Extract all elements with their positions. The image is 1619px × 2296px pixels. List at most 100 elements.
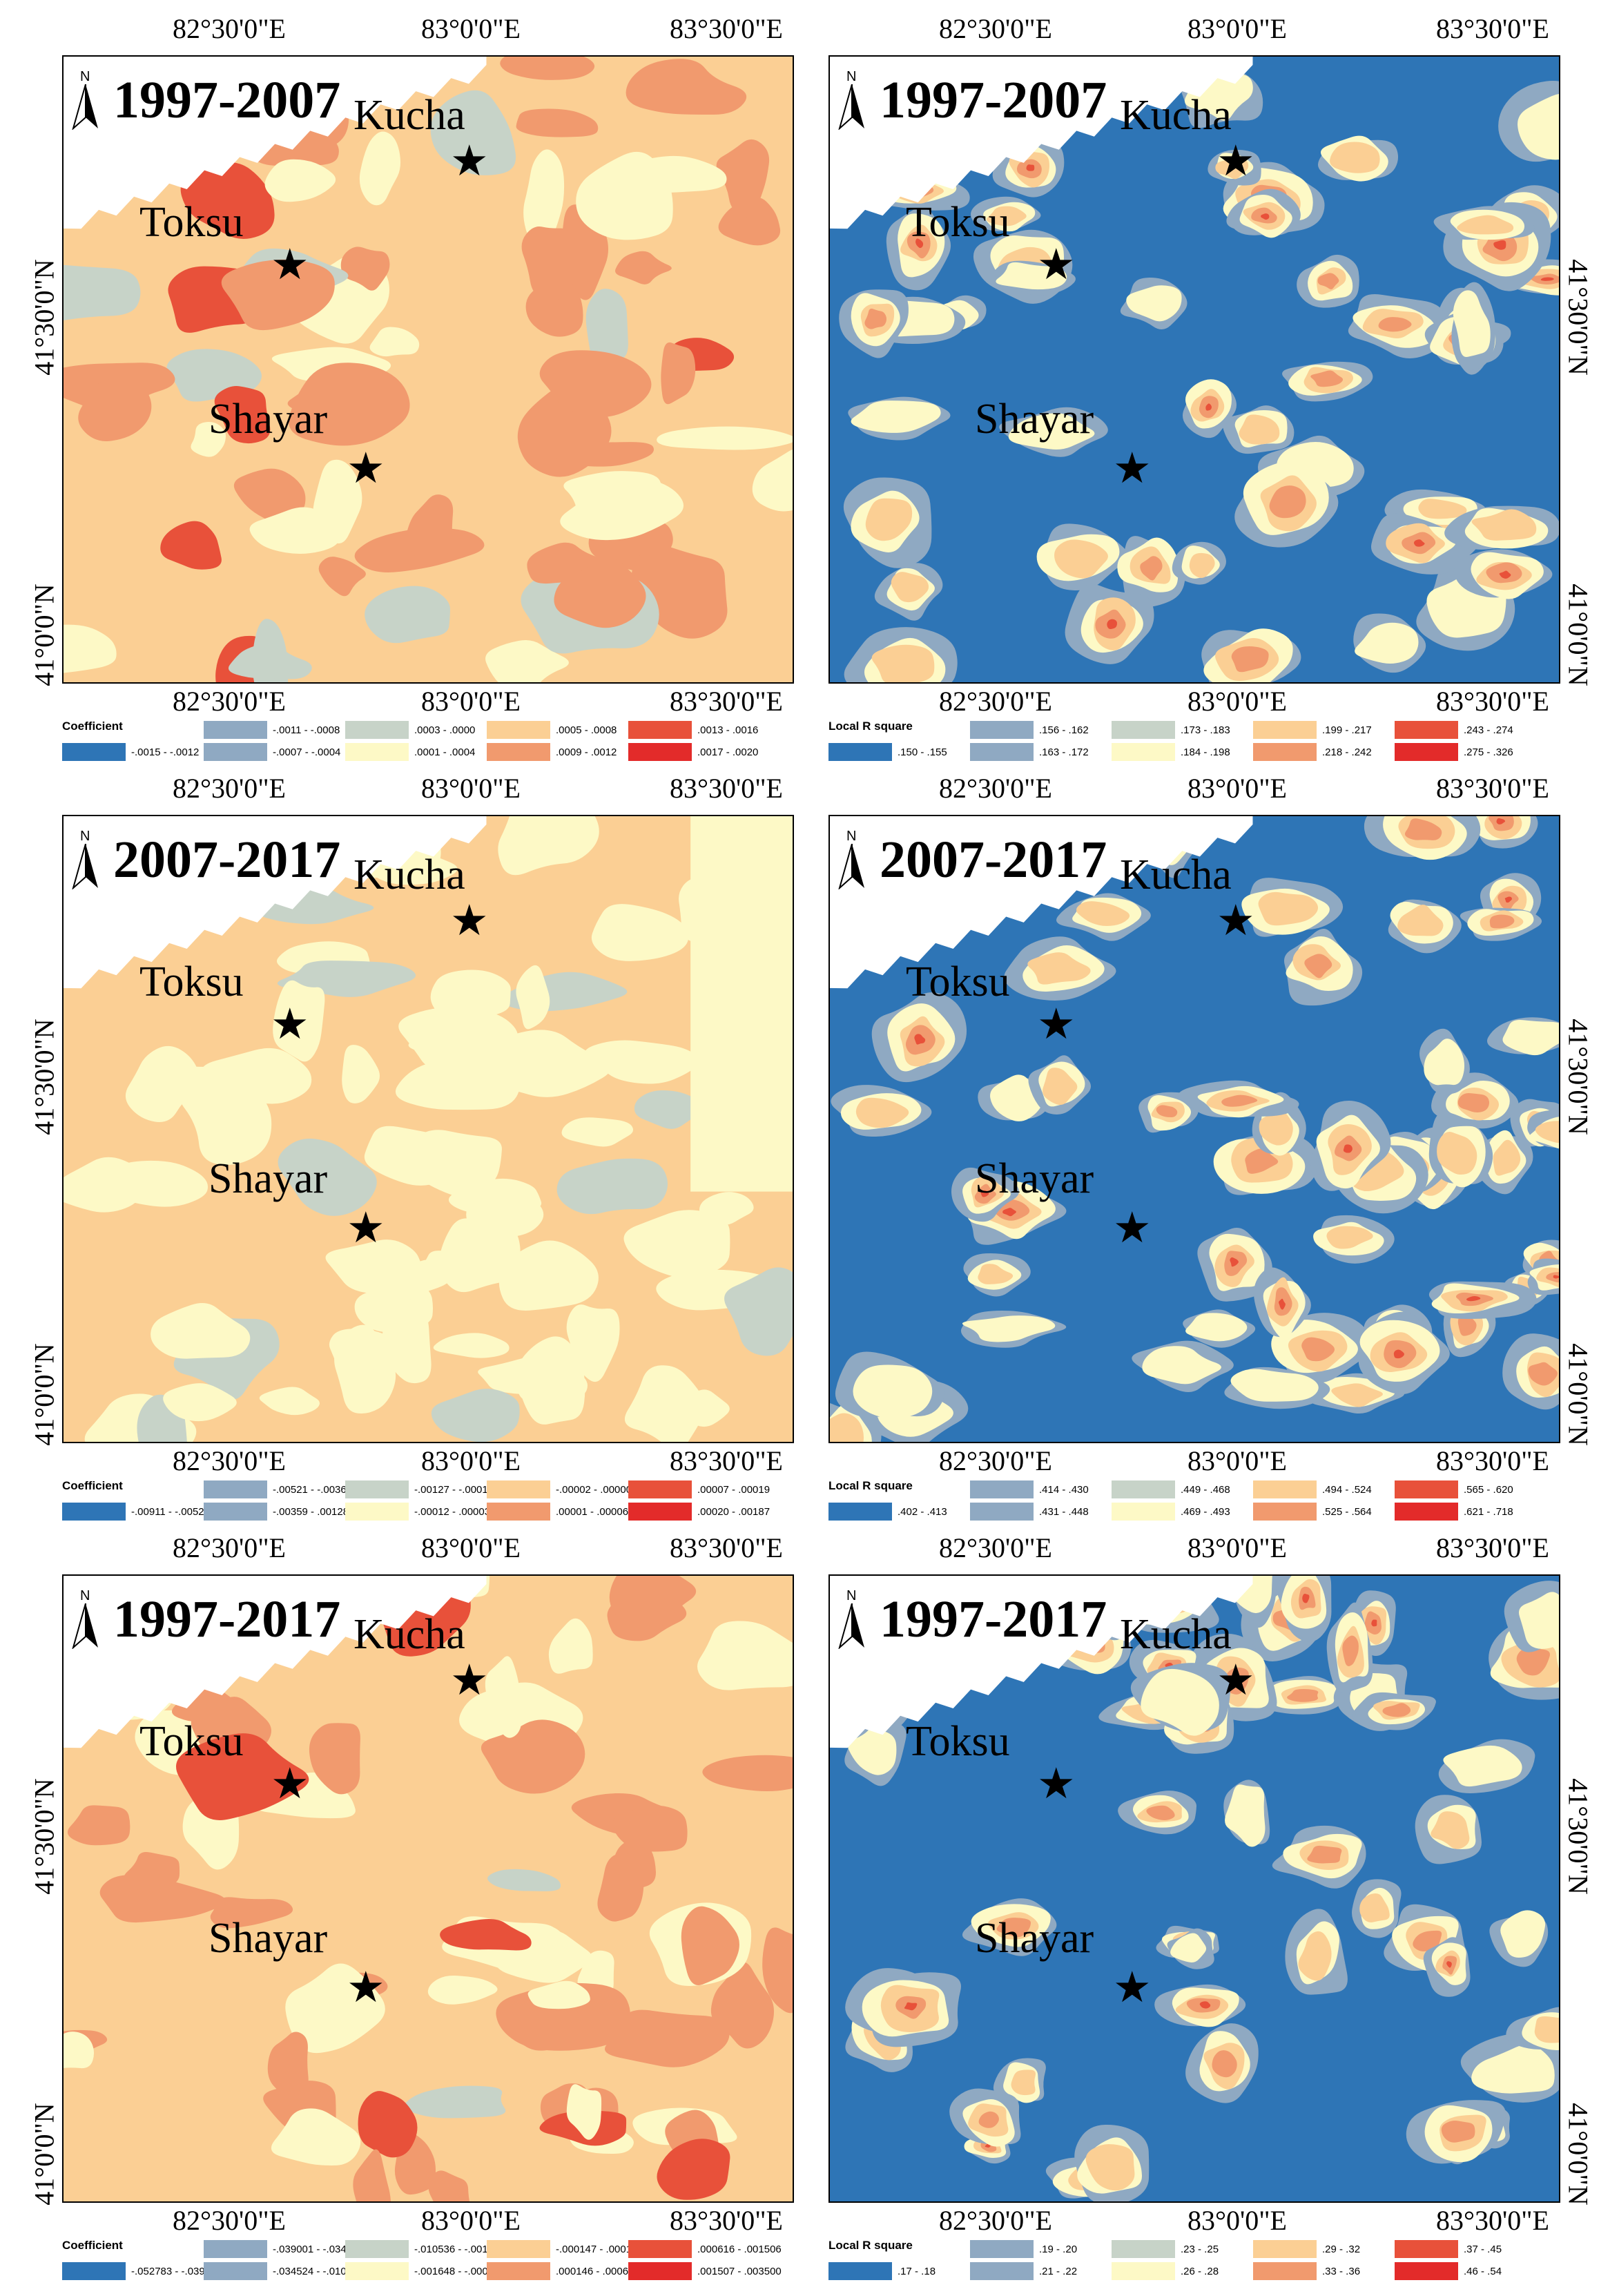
raster-patch [681, 1906, 739, 1985]
raster-patch [624, 1365, 706, 1442]
raster-patch [313, 1983, 378, 2019]
legend-label: .0003 - .0000 [414, 724, 476, 736]
raster-patch [1378, 317, 1412, 332]
raster-patch [1008, 413, 1095, 450]
latitude-label: 41°0'0"N [28, 583, 60, 686]
map-frame: N 2007-2017 Kucha ★ Toksu ★ Shayar ★ [62, 815, 794, 1443]
raster-patch [433, 1333, 510, 1358]
raster-patch [521, 226, 579, 302]
raster-patch [329, 1329, 394, 1371]
legend-swatch [1112, 743, 1175, 761]
legend-title: Local R square [828, 1479, 913, 1492]
legend-label: .150 - .155 [898, 746, 947, 758]
raster-patch [271, 2108, 361, 2165]
raster-patch [1534, 2016, 1559, 2043]
raster-patch [1140, 556, 1163, 581]
raster-patch [249, 507, 340, 554]
longitude-label-top: 83°0'0"E [421, 1532, 521, 1563]
longitude-label-bottom: 82°30'0"E [939, 686, 1052, 717]
longitude-label-bottom: 83°30'0"E [1436, 1445, 1549, 1476]
legend-swatch [1395, 1480, 1458, 1498]
latitude-label: 41°0'0"N [1562, 583, 1594, 686]
legend-label: -.039001 - -.034525 [273, 2243, 364, 2255]
raster-patch [67, 1805, 130, 1846]
legend-item: .0013 - .0016 [628, 721, 758, 739]
legend-label: .199 - .217 [1322, 724, 1372, 736]
raster-patch [267, 2032, 309, 2103]
raster-patch [516, 1336, 585, 1425]
latitude-label: 41°30'0"N [1562, 1019, 1594, 1135]
raster-patch [1404, 818, 1442, 840]
map-panel-coef-1997-2017: 82°30'0"E 83°0'0"E 83°30'0"E N 1997-2017 Kuch… [29, 1532, 794, 2286]
raster-patch [657, 2139, 730, 2200]
city-label-shayar: Shayar [975, 396, 1094, 443]
legend-label: .156 - .162 [1039, 724, 1089, 736]
study-area-boundary [64, 816, 487, 989]
raster-patch [697, 1621, 793, 1690]
legend-item: .243 - .274 [1395, 721, 1513, 739]
legend-label: .525 - .564 [1322, 1505, 1372, 1518]
raster-patch [1493, 240, 1506, 250]
legend-title: Coefficient [62, 2239, 123, 2252]
legend-item: -.001648 - -.000148 [345, 2262, 505, 2280]
legend-item: .431 - .448 [970, 1503, 1089, 1521]
city-star-icon: ★ [347, 443, 385, 493]
legend-swatch [1395, 1503, 1458, 1521]
raster-patch [1441, 2121, 1475, 2143]
raster-patch [214, 386, 271, 444]
legend-item: -.0011 - -.0008 [204, 721, 340, 739]
raster-patch [556, 1158, 668, 1215]
legend-item: .275 - .326 [1395, 743, 1513, 761]
city-star-icon: ★ [271, 1758, 309, 1808]
map-legend: Coefficient -.00911 - -.00522 -.00521 - -.… [62, 1479, 794, 1527]
legend-swatch [345, 2240, 409, 2258]
raster-patch [539, 350, 652, 418]
legend-swatch [1253, 2262, 1317, 2280]
raster-patch [124, 1851, 180, 1891]
legend-label: .184 - .198 [1181, 746, 1230, 758]
raster-patch [752, 450, 793, 512]
legend-item: -.00521 - -.00360 [204, 1480, 352, 1498]
raster-patch [210, 1897, 293, 1929]
raster-patch [1043, 1068, 1078, 1106]
raster-patch [1471, 2044, 1555, 2094]
raster-patch [176, 1733, 309, 1820]
raster-patch [1279, 1298, 1286, 1310]
raster-patch [576, 151, 673, 240]
legend-item: -.034524 - -.010537 [204, 2262, 364, 2280]
raster-patch [527, 1980, 590, 2009]
legend-item: .621 - .718 [1395, 1503, 1513, 1521]
city-label-shayar: Shayar [975, 1915, 1094, 1962]
city-label-kucha: Kucha [1120, 851, 1232, 898]
raster-patch [1298, 1931, 1332, 1981]
legend-label: .000616 - .001506 [697, 2243, 782, 2255]
legend-swatch [345, 743, 409, 761]
legend-item: .0017 - .0020 [628, 743, 758, 761]
legend-swatch [1395, 721, 1458, 739]
north-label: N [846, 1588, 857, 1603]
city-label-toksu: Toksu [139, 958, 244, 1005]
raster-patch [233, 468, 306, 522]
legend-swatch [487, 721, 550, 739]
legend-swatch [487, 1480, 550, 1498]
raster-patch [702, 1755, 793, 1792]
legend-label: .33 - .36 [1322, 2265, 1361, 2277]
longitude-label-bottom: 83°0'0"E [1187, 686, 1287, 717]
raster-patch [1199, 2001, 1211, 2009]
legend-label: .243 - .274 [1464, 724, 1513, 736]
raster-patch [914, 1034, 926, 1045]
legend-label: .275 - .326 [1464, 746, 1513, 758]
longitude-label-top: 83°0'0"E [421, 13, 521, 44]
raster-patch [485, 640, 569, 682]
period-title: 1997-2017 [113, 1590, 341, 1648]
legend-label: .46 - .54 [1464, 2265, 1502, 2277]
raster-patch [996, 1918, 1031, 1938]
raster-patch [523, 149, 565, 249]
raster-patch [516, 108, 599, 137]
latitude-label: 41°0'0"N [1562, 2103, 1594, 2206]
raster-patch [1258, 891, 1319, 926]
north-arrow-icon: N [837, 1588, 875, 1650]
city-label-kucha: Kucha [353, 92, 465, 139]
legend-item: .23 - .25 [1112, 2240, 1219, 2258]
raster-patch [1317, 273, 1339, 289]
